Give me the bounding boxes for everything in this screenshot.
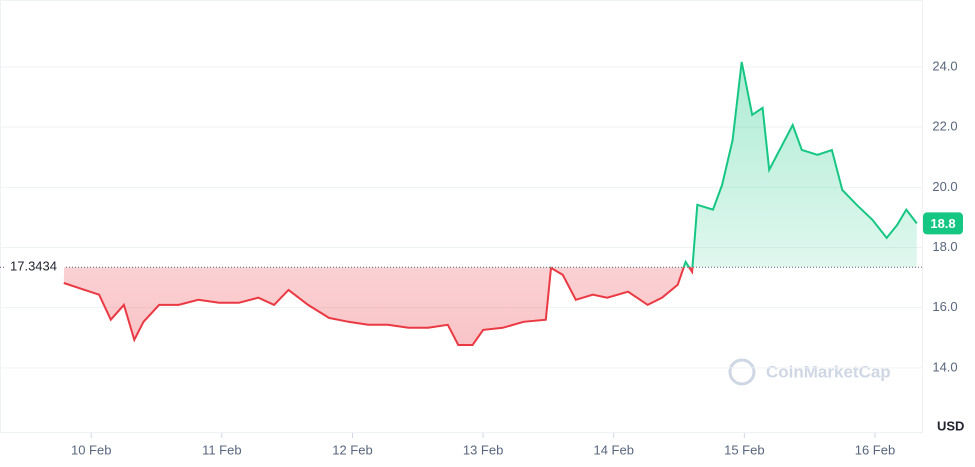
y-unit: USD (937, 418, 964, 433)
x-tick-label: 15 Feb (724, 442, 764, 457)
line-up (550, 61, 918, 268)
last-price-label: 18.8 (930, 216, 955, 231)
x-tick-label: 10 Feb (71, 442, 111, 457)
x-tick-label: 11 Feb (202, 442, 242, 457)
area-up (683, 61, 917, 268)
x-tick-label: 16 Feb (855, 442, 895, 457)
y-tick-label: 24.0 (932, 58, 957, 73)
baseline-label-bg (4, 258, 64, 277)
y-tick-label: 18.0 (932, 239, 957, 254)
area-down (63, 267, 917, 345)
last-price-tag (923, 212, 963, 235)
baseline-label: 17.3434 (10, 259, 57, 274)
y-tick-label: 22.0 (932, 119, 957, 134)
x-tick-label: 14 Feb (593, 442, 633, 457)
x-tick-label: 13 Feb (463, 442, 503, 457)
y-tick-label: 20.0 (932, 179, 957, 194)
plot-frame (0, 0, 923, 433)
watermark-text: CoinMarketCap (766, 362, 891, 381)
watermark: CoinMarketCap (728, 358, 891, 386)
line-down (63, 267, 694, 346)
x-tick-label: 12 Feb (332, 442, 372, 457)
y-tick-label: 16.0 (932, 299, 957, 314)
watermark-logo (728, 358, 756, 386)
y-tick-label: 14.0 (932, 359, 957, 374)
